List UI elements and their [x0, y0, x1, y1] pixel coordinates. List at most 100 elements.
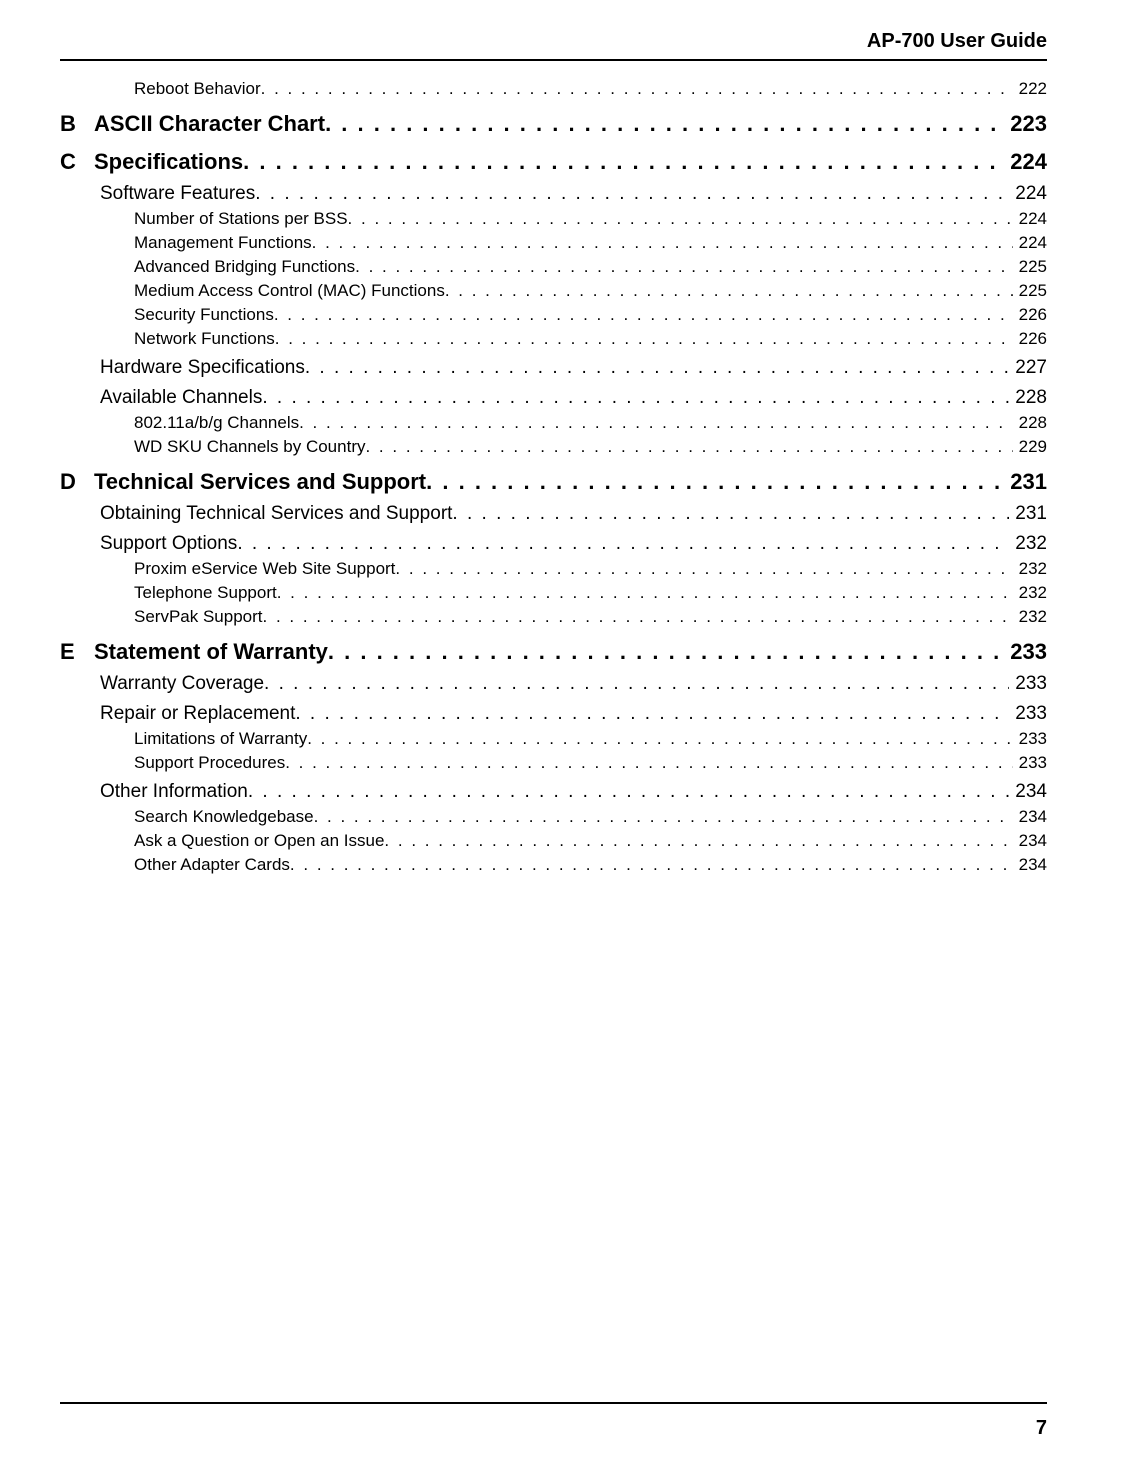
toc-entry-page: 225: [1013, 257, 1047, 277]
footer-rule: [60, 1402, 1047, 1404]
toc-leader-dots: [275, 329, 1013, 349]
toc-leader-dots: [395, 559, 1012, 579]
toc-entry-title: Statement of Warranty: [94, 639, 328, 665]
toc-entry[interactable]: Number of Stations per BSS 224: [134, 209, 1047, 229]
toc-entry-title: Limitations of Warranty: [134, 729, 307, 749]
toc-entry[interactable]: Management Functions224: [134, 233, 1047, 253]
toc-leader-dots: [312, 233, 1013, 253]
toc-entry[interactable]: EStatement of Warranty 233: [60, 639, 1047, 665]
toc-entry[interactable]: Repair or Replacement233: [100, 703, 1047, 725]
toc-entry[interactable]: Hardware Specifications227: [100, 357, 1047, 379]
toc-leader-dots: [307, 729, 1012, 749]
toc-entry-title: Number of Stations per BSS: [134, 209, 348, 229]
page-container: AP-700 User Guide Reboot Behavior222BASC…: [0, 0, 1127, 1468]
toc-leader-dots: [365, 437, 1012, 457]
toc-entry[interactable]: ServPak Support 232: [134, 607, 1047, 627]
toc-entry[interactable]: Support Options 232: [100, 533, 1047, 555]
toc-leader-dots: [243, 149, 1004, 175]
toc-entry[interactable]: Software Features224: [100, 183, 1047, 205]
toc-entry[interactable]: Warranty Coverage233: [100, 673, 1047, 695]
toc-entry-page: 224: [1009, 183, 1047, 205]
toc-entry-page: 234: [1013, 807, 1047, 827]
toc-entry[interactable]: BASCII Character Chart 223: [60, 111, 1047, 137]
toc-entry-title: ServPak Support: [134, 607, 263, 627]
toc-entry[interactable]: Other Information 234: [100, 781, 1047, 803]
toc-entry-page: 231: [1009, 503, 1047, 525]
toc-leader-dots: [264, 673, 1009, 695]
toc-entry-title: Search Knowledgebase: [134, 807, 314, 827]
toc-entry[interactable]: Reboot Behavior 222: [134, 79, 1047, 99]
toc-entry-page: 231: [1004, 469, 1047, 495]
toc-leader-dots: [277, 583, 1013, 603]
toc-entry-title: Other Information: [100, 781, 248, 803]
toc-entry-page: 227: [1009, 357, 1047, 379]
toc-entry-title: Proxim eService Web Site Support: [134, 559, 395, 579]
toc-entry-page: 232: [1013, 607, 1047, 627]
toc-entry-title: Technical Services and Support: [94, 469, 426, 495]
toc-leader-dots: [299, 413, 1013, 433]
toc-entry-page: 232: [1013, 559, 1047, 579]
toc-appendix-letter: C: [60, 149, 94, 175]
toc-leader-dots: [314, 807, 1013, 827]
toc-leader-dots: [445, 281, 1013, 301]
toc-entry[interactable]: Medium Access Control (MAC) Functions225: [134, 281, 1047, 301]
toc-entry-title: Network Functions: [134, 329, 275, 349]
toc-appendix-letter: E: [60, 639, 94, 665]
toc-entry-page: 224: [1013, 209, 1047, 229]
toc-entry[interactable]: Ask a Question or Open an Issue234: [134, 831, 1047, 851]
toc-entry[interactable]: DTechnical Services and Support231: [60, 469, 1047, 495]
toc-leader-dots: [285, 753, 1012, 773]
toc-entry-title: Available Channels: [100, 387, 262, 409]
toc-entry-page: 234: [1013, 855, 1047, 875]
toc-entry-page: 228: [1009, 387, 1047, 409]
toc-entry-title: Warranty Coverage: [100, 673, 264, 695]
toc-entry-page: 224: [1004, 149, 1047, 175]
toc-entry-page: 234: [1013, 831, 1047, 851]
toc-entry[interactable]: Limitations of Warranty233: [134, 729, 1047, 749]
toc-leader-dots: [255, 183, 1009, 205]
toc-leader-dots: [452, 503, 1009, 525]
toc-entry-page: 222: [1013, 79, 1047, 99]
toc-entry-page: 234: [1009, 781, 1047, 803]
toc-entry[interactable]: Other Adapter Cards 234: [134, 855, 1047, 875]
toc-entry[interactable]: Support Procedures233: [134, 753, 1047, 773]
toc-entry-page: 233: [1009, 703, 1047, 725]
toc-entry-page: 233: [1004, 639, 1047, 665]
toc-entry[interactable]: Obtaining Technical Services and Support…: [100, 503, 1047, 525]
page-number: 7: [1036, 1417, 1047, 1440]
toc-leader-dots: [261, 79, 1013, 99]
toc-entry[interactable]: Network Functions 226: [134, 329, 1047, 349]
toc-leader-dots: [274, 305, 1013, 325]
toc-entry-page: 232: [1009, 533, 1047, 555]
toc-leader-dots: [384, 831, 1012, 851]
toc-entry[interactable]: WD SKU Channels by Country229: [134, 437, 1047, 457]
toc-leader-dots: [426, 469, 1004, 495]
toc-entry[interactable]: Advanced Bridging Functions 225: [134, 257, 1047, 277]
toc-entry-title: Other Adapter Cards: [134, 855, 290, 875]
toc-leader-dots: [348, 209, 1013, 229]
toc-entry[interactable]: Search Knowledgebase 234: [134, 807, 1047, 827]
toc-leader-dots: [237, 533, 1009, 555]
toc-leader-dots: [355, 257, 1012, 277]
toc-entry-title: Support Options: [100, 533, 237, 555]
toc-entry[interactable]: CSpecifications224: [60, 149, 1047, 175]
toc-entry-page: 226: [1013, 329, 1047, 349]
toc-entry-title: ASCII Character Chart: [94, 111, 325, 137]
toc-entry-title: Reboot Behavior: [134, 79, 261, 99]
toc-leader-dots: [262, 387, 1009, 409]
toc-entry[interactable]: Available Channels 228: [100, 387, 1047, 409]
toc-entry-title: Advanced Bridging Functions: [134, 257, 355, 277]
toc-entry[interactable]: Proxim eService Web Site Support 232: [134, 559, 1047, 579]
toc-entry-page: 223: [1004, 111, 1047, 137]
toc-entry-page: 225: [1013, 281, 1047, 301]
toc-entry-page: 226: [1013, 305, 1047, 325]
toc-entry-title: 802.11a/b/g Channels: [134, 413, 299, 433]
toc-entry[interactable]: Telephone Support232: [134, 583, 1047, 603]
toc-entry-title: Management Functions: [134, 233, 312, 253]
toc-entry[interactable]: Security Functions226: [134, 305, 1047, 325]
toc-entry-title: WD SKU Channels by Country: [134, 437, 365, 457]
table-of-contents: Reboot Behavior 222 BASCII Character Chart…: [60, 79, 1047, 875]
toc-entry[interactable]: 802.11a/b/g Channels228: [134, 413, 1047, 433]
toc-appendix-letter: B: [60, 111, 94, 137]
toc-entry-page: 232: [1013, 583, 1047, 603]
